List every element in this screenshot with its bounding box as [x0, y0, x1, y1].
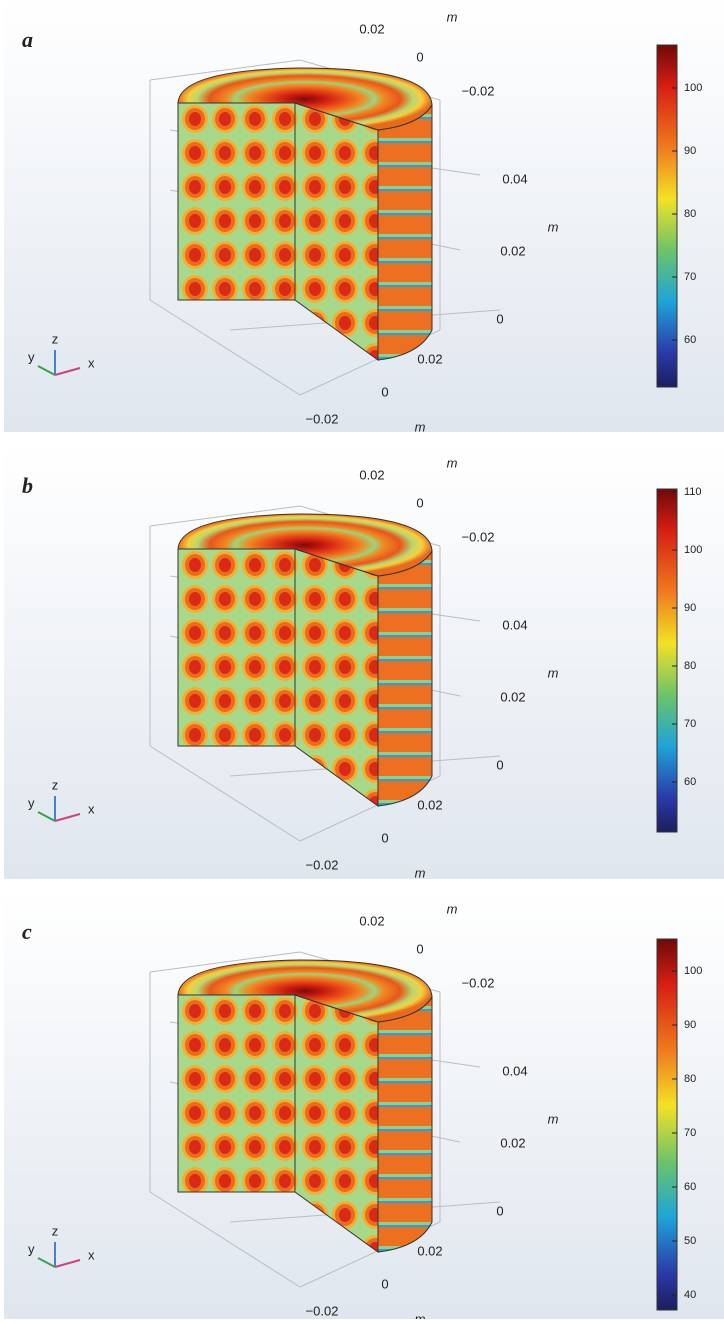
axis-tick-label: 0 [496, 1203, 503, 1218]
axis-tick-label: 0 [416, 941, 423, 956]
colorbar-tick-label: 60 [684, 1181, 696, 1193]
axis-tick-label: 0.04 [502, 1063, 527, 1078]
triad-label: z [52, 777, 59, 792]
axis-unit: m [447, 901, 458, 916]
triad-x [54, 813, 81, 822]
colorbar-tick-label: 90 [684, 1019, 696, 1031]
triad-x [54, 367, 81, 376]
axis-tick-label: 0.02 [500, 243, 525, 258]
panel-label: c [22, 919, 32, 944]
colorbar-tick-label: 40 [684, 1289, 696, 1301]
axis-unit: m [447, 455, 458, 470]
triad-label: x [88, 801, 95, 816]
cut-face-left [177, 994, 296, 1193]
panel: a 0.02 0 −0.02 0.04 0.02 0 0.02 0 −0.02 m m m z y x 100 9… [4, 0, 724, 434]
axis-tick-label: 0 [416, 49, 423, 64]
triad-label: x [88, 1247, 95, 1262]
axis-tick-label: −0.02 [462, 529, 495, 544]
panel: c 0.02 0 −0.02 0.04 0.02 0 0.02 0 −0.02 m m m z y x 100 9… [4, 892, 724, 1324]
colorbar-tick-label: 100 [684, 544, 702, 556]
axis-tick-label: 0 [381, 1276, 388, 1291]
axis-tick-label: 0 [496, 757, 503, 772]
axis-grid [149, 299, 301, 396]
axis-tick-label: 0 [416, 495, 423, 510]
colorbar-tick-label: 90 [684, 145, 696, 157]
panel-label: a [22, 27, 33, 52]
axis-tick-label: 0.02 [359, 913, 384, 928]
axis-tick-label: 0.02 [417, 351, 442, 366]
panel: b 0.02 0 −0.02 0.04 0.02 0 0.02 0 −0.02 m m m z y x 110 1… [4, 446, 724, 880]
axis-unit: m [415, 1311, 426, 1319]
triad-y [37, 365, 56, 376]
cut-face-left [177, 548, 296, 747]
axis-tick-label: −0.02 [462, 975, 495, 990]
outer-surface [377, 103, 433, 361]
axis-grid [149, 745, 301, 842]
triad-label: y [28, 1241, 35, 1256]
axis-tick-label: 0.02 [359, 467, 384, 482]
axis-unit: m [548, 219, 559, 234]
outer-surface [377, 995, 433, 1253]
axis-tick-label: 0.02 [417, 1243, 442, 1258]
triad-label: x [88, 355, 95, 370]
colorbar-tick-label: 90 [684, 602, 696, 614]
axis-tick-label: 0.02 [359, 21, 384, 36]
axis-unit: m [415, 865, 426, 880]
axis-tick-label: 0 [496, 311, 503, 326]
axis-tick-label: −0.02 [306, 857, 339, 872]
triad-x [54, 1259, 81, 1268]
colorbar-tick-label: 80 [684, 660, 696, 672]
triad-label: z [52, 1223, 59, 1238]
axis-unit: m [415, 419, 426, 434]
axis-grid [149, 1191, 301, 1288]
colorbar-tick-label: 100 [684, 82, 702, 94]
axis-tick-label: 0 [381, 384, 388, 399]
colorbar-tick-label: 100 [684, 965, 702, 977]
triad-label: y [28, 795, 35, 810]
axis-tick-label: −0.02 [306, 411, 339, 426]
cut-face-left [177, 102, 296, 301]
triad-y [37, 811, 56, 822]
triad-y [37, 1257, 56, 1268]
axis-grid [149, 951, 301, 973]
top-face [177, 959, 433, 1023]
colorbar-tick-label: 110 [684, 486, 702, 498]
colorbar [656, 488, 678, 833]
axis-tick-label: 0 [381, 830, 388, 845]
axis-tick-label: 0.04 [502, 617, 527, 632]
colorbar-tick-label: 80 [684, 208, 696, 220]
colorbar-tick-label: 60 [684, 776, 696, 788]
colorbar-tick-label: 70 [684, 271, 696, 283]
axis-grid [149, 59, 301, 81]
colorbar-tick-label: 50 [684, 1235, 696, 1247]
axis-tick-label: 0.02 [417, 797, 442, 812]
colorbar [656, 938, 678, 1311]
triad-label: y [28, 349, 35, 364]
axis-tick-label: −0.02 [462, 83, 495, 98]
colorbar-tick-label: 70 [684, 718, 696, 730]
axis-tick-label: 0.04 [502, 171, 527, 186]
triad-label: z [52, 331, 59, 346]
panel-label: b [22, 473, 33, 498]
axis-unit: m [447, 9, 458, 24]
axis-tick-label: 0.02 [500, 689, 525, 704]
colorbar [656, 44, 678, 388]
top-face [177, 67, 433, 131]
axis-unit: m [548, 1111, 559, 1126]
top-face [177, 513, 433, 577]
axis-grid [149, 505, 301, 527]
colorbar-tick-label: 60 [684, 334, 696, 346]
outer-surface [377, 549, 433, 807]
axis-unit: m [548, 665, 559, 680]
axis-tick-label: −0.02 [306, 1303, 339, 1318]
colorbar-tick-label: 80 [684, 1073, 696, 1085]
axis-tick-label: 0.02 [500, 1135, 525, 1150]
colorbar-tick-label: 70 [684, 1127, 696, 1139]
